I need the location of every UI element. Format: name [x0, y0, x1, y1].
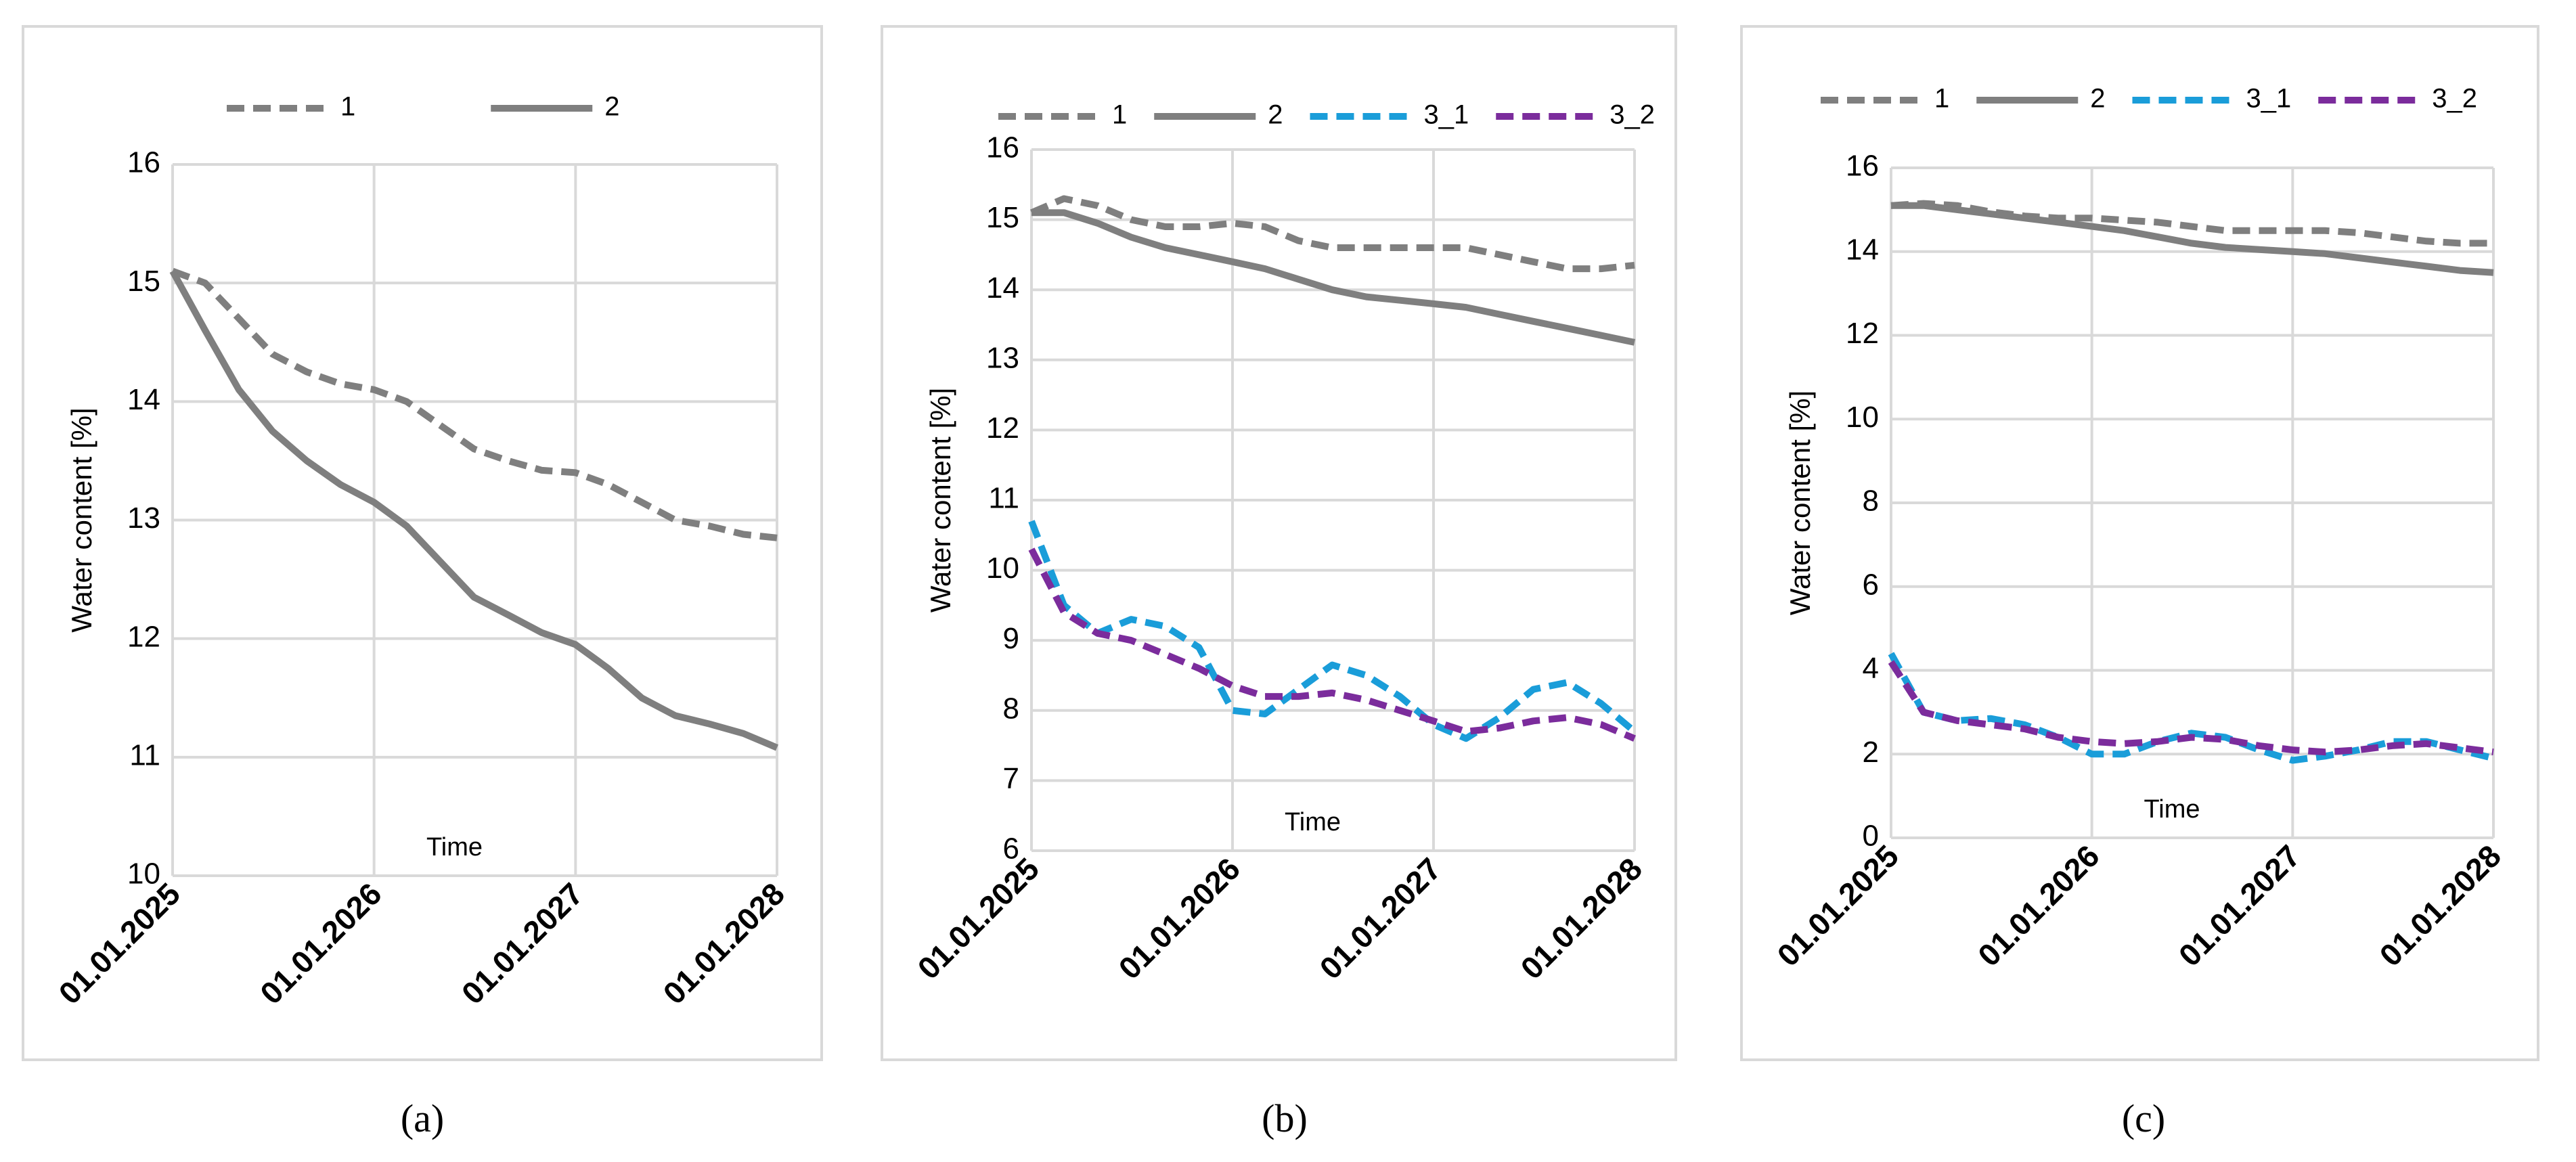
y-tick-label: 10	[986, 552, 1019, 585]
legend-label: 3_2	[1609, 100, 1655, 130]
data-line	[169, 269, 778, 751]
y-tick-label: 2	[1863, 736, 1879, 769]
y-tick-label: 13	[127, 501, 160, 535]
data-line	[1031, 209, 1636, 346]
data-line	[1030, 195, 1635, 273]
y-tick-label: 16	[986, 131, 1019, 164]
y-tick-label: 16	[127, 146, 160, 179]
y-tick-label: 12	[127, 620, 160, 653]
legend-label: 2	[2090, 84, 2105, 114]
legend-label: 2	[1268, 100, 1283, 130]
y-tick-label: 15	[127, 265, 160, 298]
y-tick-label: 9	[1003, 622, 1019, 655]
y-tick-label: 14	[127, 383, 160, 416]
y-tick-label: 10	[1846, 401, 1879, 434]
legend-label: 1	[1112, 100, 1127, 130]
y-tick-label: 8	[1863, 485, 1879, 518]
panel-label: (a)	[401, 1096, 444, 1140]
y-axis-label: Water content [%]	[1784, 390, 1816, 615]
y-tick-label: 11	[988, 482, 1019, 515]
y-axis-label: Water content [%]	[66, 407, 97, 632]
panel-border	[1740, 25, 2539, 1061]
y-tick-label: 7	[1003, 762, 1019, 795]
y-tick-label: 15	[986, 201, 1019, 234]
y-tick-label: 11	[129, 738, 160, 772]
legend-label: 2	[604, 92, 619, 122]
y-tick-label: 6	[1003, 832, 1019, 866]
panel-border	[881, 25, 1677, 1061]
y-tick-label: 6	[1863, 568, 1879, 601]
y-tick-label: 13	[986, 341, 1019, 374]
legend-label: 3_1	[2246, 84, 2292, 114]
panel-label: (b)	[1262, 1096, 1308, 1140]
data-line	[171, 267, 778, 541]
y-tick-label: 14	[986, 271, 1019, 305]
y-axis-label: Water content [%]	[925, 388, 956, 612]
data-line	[1888, 660, 2494, 756]
y-tick-label: 16	[1846, 150, 1879, 183]
legend-label: 3_2	[2432, 84, 2477, 114]
y-tick-label: 12	[1846, 317, 1879, 350]
y-tick-label: 10	[127, 857, 160, 891]
y-tick-label: 0	[1863, 820, 1879, 853]
data-line	[1891, 202, 2494, 276]
y-tick-label: 8	[1003, 692, 1019, 725]
y-tick-label: 14	[1846, 233, 1879, 266]
data-line	[1028, 520, 1637, 742]
y-tick-label: 12	[986, 411, 1019, 445]
x-axis-label: Time	[1285, 808, 1341, 836]
panel-label: (c)	[2122, 1096, 2165, 1140]
legend-label: 3_1	[1424, 100, 1469, 130]
x-axis-label: Time	[426, 833, 483, 862]
legend-label: 1	[340, 92, 355, 122]
data-line	[1888, 652, 2495, 764]
legend-label: 1	[1934, 84, 1949, 114]
x-axis-label: Time	[2144, 795, 2200, 824]
y-tick-label: 4	[1863, 652, 1879, 685]
data-line	[1890, 200, 2493, 247]
data-line	[1028, 548, 1636, 742]
